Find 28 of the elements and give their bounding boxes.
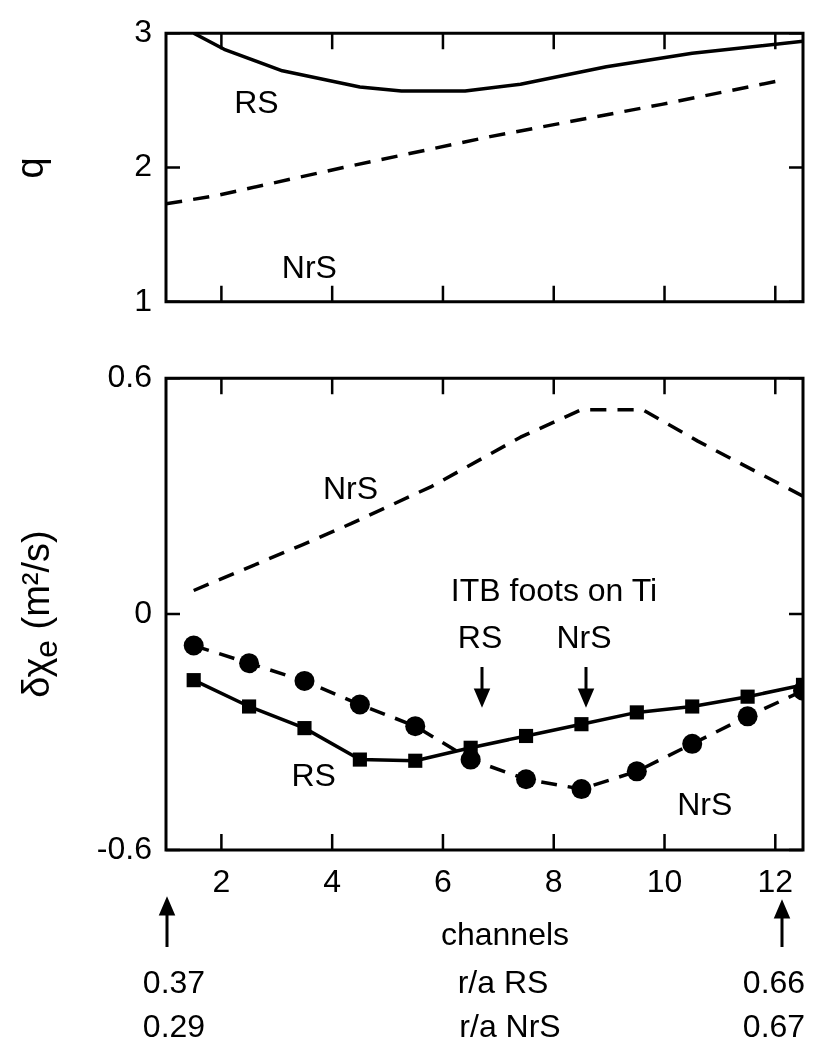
text: 0.66 [742, 963, 806, 1000]
annotation: ITB foots on Ti [450, 571, 658, 608]
x-tick-label: 10 [646, 863, 683, 900]
text: 0.29 [142, 1007, 206, 1044]
text: r/a RS [457, 963, 549, 1000]
x-tick-label: 8 [544, 863, 563, 900]
text: r/a NrS [459, 1007, 561, 1044]
x-axis-title: channels [440, 915, 570, 952]
text: 0.67 [742, 1007, 806, 1044]
y-tick-label: -0.6 [96, 829, 152, 866]
text: NrS [281, 248, 337, 285]
text: 0.37 [142, 963, 206, 1000]
y-tick-label: 0.6 [107, 358, 152, 395]
y-tick-label: 2 [134, 147, 152, 184]
x-tick-label: 2 [212, 863, 231, 900]
x-tick-label: 4 [323, 863, 342, 900]
x-tick-label: 6 [434, 863, 452, 900]
series-label: RS [291, 756, 336, 793]
y-tick-label: 1 [134, 281, 152, 318]
series-label: NrS [323, 470, 379, 507]
annotation: RS [457, 618, 503, 655]
legend-label: RS [234, 84, 279, 121]
series-label: NrS [677, 785, 733, 822]
y-axis-title: q [8, 156, 52, 179]
x-tick-label: 12 [757, 863, 794, 900]
y-tick-label: 0 [134, 593, 152, 630]
y-tick-label: 3 [134, 13, 152, 50]
annotation: NrS [556, 618, 612, 655]
